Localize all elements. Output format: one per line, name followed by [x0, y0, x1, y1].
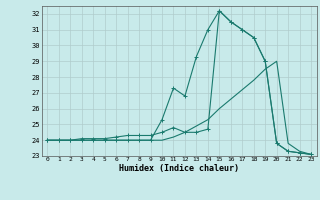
X-axis label: Humidex (Indice chaleur): Humidex (Indice chaleur) [119, 164, 239, 173]
